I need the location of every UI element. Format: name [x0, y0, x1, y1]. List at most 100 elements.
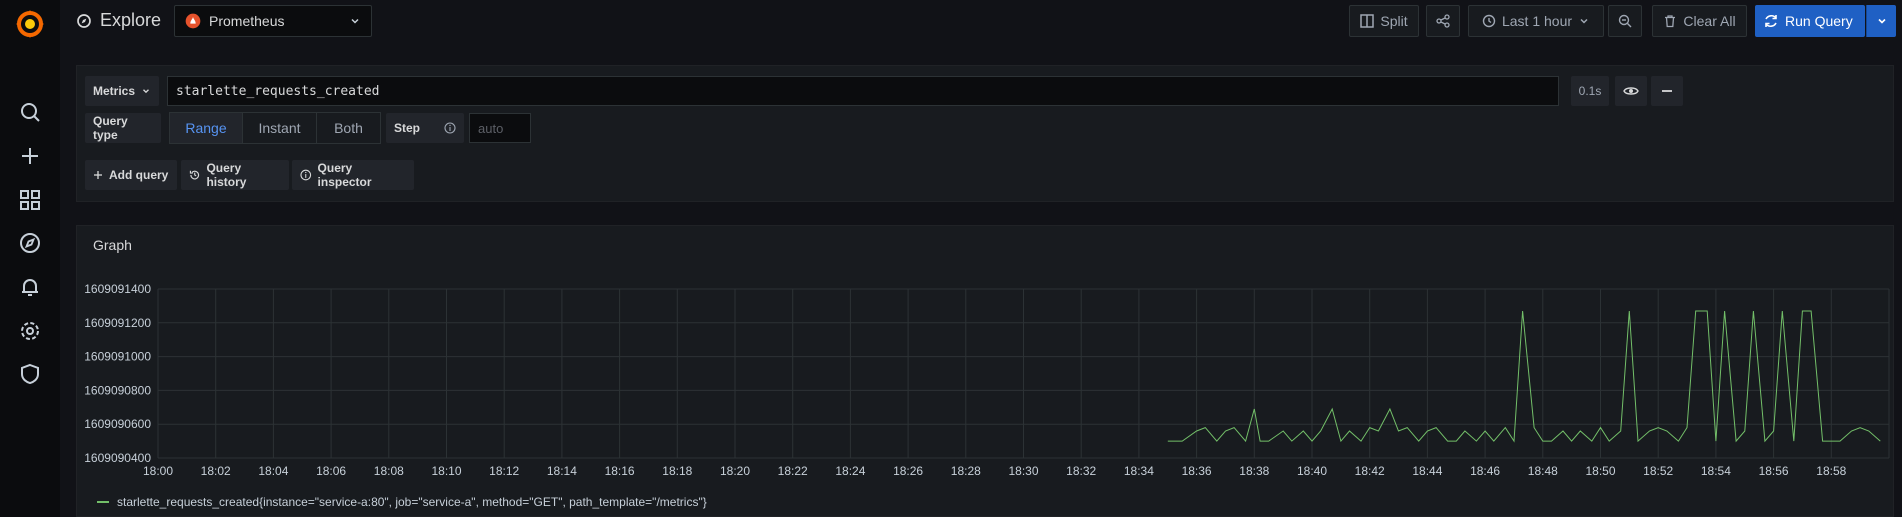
graph-legend[interactable]: starlette_requests_created{instance="ser… — [97, 495, 707, 509]
y-tick-label: 1609090600 — [84, 417, 151, 431]
info-icon — [300, 169, 312, 181]
toggle-query-visibility-button[interactable] — [1615, 76, 1647, 106]
y-tick-label: 1609091000 — [84, 350, 151, 364]
add-query-button[interactable]: Add query — [85, 160, 177, 190]
plus-icon — [94, 171, 102, 179]
x-tick-label: 18:06 — [316, 464, 346, 478]
x-tick-label: 18:34 — [1124, 464, 1154, 478]
add-query-label: Add query — [109, 168, 169, 182]
split-icon — [1360, 14, 1375, 28]
step-input[interactable]: auto — [469, 113, 531, 143]
query-type-range[interactable]: Range — [169, 112, 243, 144]
plus-icon[interactable] — [18, 144, 42, 168]
zoom-out-icon — [1618, 14, 1632, 28]
x-tick-label: 18:18 — [662, 464, 692, 478]
query-duration-text: 0.1s — [1578, 84, 1602, 98]
chevron-down-icon — [1877, 18, 1886, 24]
search-icon[interactable] — [18, 100, 42, 124]
history-icon — [189, 170, 200, 180]
alerting-icon[interactable] — [18, 275, 42, 299]
zoom-out-button[interactable] — [1608, 5, 1642, 37]
x-tick-label: 18:52 — [1643, 464, 1673, 478]
explore-icon[interactable] — [18, 231, 42, 255]
refresh-icon — [1765, 14, 1777, 28]
query-inspector-label: Query inspector — [317, 161, 372, 189]
explore-icon — [77, 13, 91, 28]
page-title: Explore — [76, 10, 161, 31]
x-tick-label: 18:24 — [835, 464, 865, 478]
y-tick-label: 1609091400 — [84, 282, 151, 296]
x-tick-label: 18:00 — [143, 464, 173, 478]
query-expression-text: starlette_requests_created — [176, 83, 380, 99]
x-tick-label: 18:32 — [1066, 464, 1096, 478]
query-type-both-label: Both — [334, 120, 363, 136]
query-type-instant-label: Instant — [258, 120, 301, 136]
x-tick-label: 18:50 — [1585, 464, 1615, 478]
prometheus-icon — [185, 13, 201, 29]
sidebar — [0, 0, 60, 517]
query-type-both[interactable]: Both — [316, 112, 381, 144]
dashboards-icon[interactable] — [18, 188, 42, 212]
x-tick-label: 18:12 — [489, 464, 519, 478]
grafana-logo-icon[interactable] — [14, 8, 46, 40]
settings-icon[interactable] — [18, 319, 42, 343]
query-duration: 0.1s — [1571, 76, 1609, 106]
clear-all-button[interactable]: Clear All — [1652, 5, 1747, 37]
query-type-label-text: Query type — [93, 114, 128, 142]
legend-swatch — [97, 501, 109, 503]
x-tick-label: 18:56 — [1759, 464, 1789, 478]
x-tick-label: 18:48 — [1528, 464, 1558, 478]
query-inspector-button[interactable]: Query inspector — [292, 160, 414, 190]
metrics-label: Metrics — [93, 84, 136, 98]
page-title-text: Explore — [100, 10, 162, 30]
x-tick-label: 18:36 — [1182, 464, 1212, 478]
graph-title: Graph — [93, 237, 132, 253]
query-type-label: Query type — [85, 113, 161, 143]
minus-icon — [1662, 90, 1672, 92]
legend-series-label: starlette_requests_created{instance="ser… — [117, 495, 707, 509]
x-tick-label: 18:14 — [547, 464, 577, 478]
time-series-chart[interactable]: 1609091400 1609091200 1609091000 1609090800… — [77, 226, 1893, 486]
step-placeholder: auto — [478, 120, 504, 136]
step-label-text: Step — [394, 121, 421, 135]
query-expression-input[interactable]: starlette_requests_created — [167, 76, 1559, 106]
run-query-label: Run Query — [1785, 13, 1853, 29]
share-icon — [1436, 14, 1450, 28]
query-history-button[interactable]: Query history — [181, 160, 289, 190]
x-tick-label: 18:40 — [1297, 464, 1327, 478]
explore-toolbar: Explore Prometheus Split Last 1 hour Cle… — [60, 0, 1902, 44]
remove-query-button[interactable] — [1651, 76, 1683, 106]
chevron-down-icon — [1580, 18, 1588, 24]
clock-icon — [1482, 14, 1496, 28]
x-tick-label: 18:38 — [1239, 464, 1269, 478]
clear-all-label: Clear All — [1683, 13, 1736, 29]
x-tick-label: 18:10 — [431, 464, 461, 478]
datasource-picker[interactable]: Prometheus — [174, 5, 372, 37]
query-history-label: Query history — [206, 161, 247, 189]
run-query-button[interactable]: Run Query — [1755, 5, 1865, 37]
x-tick-label: 18:46 — [1470, 464, 1500, 478]
x-tick-label: 18:04 — [258, 464, 288, 478]
query-editor-row: Metrics starlette_requests_created 0.1s … — [76, 65, 1894, 202]
x-tick-label: 18:08 — [374, 464, 404, 478]
split-button[interactable]: Split — [1349, 5, 1419, 37]
time-range-label: Last 1 hour — [1501, 13, 1573, 29]
run-query-options-button[interactable] — [1866, 5, 1896, 37]
chevron-down-icon — [143, 89, 149, 94]
x-tick-label: 18:20 — [720, 464, 750, 478]
chevron-down-icon — [351, 18, 359, 24]
y-tick-label: 1609090800 — [84, 383, 151, 397]
query-type-range-label: Range — [185, 120, 227, 136]
shield-icon[interactable] — [18, 362, 42, 386]
x-tick-label: 18:28 — [951, 464, 981, 478]
graph-panel: Graph 1609091400 1609091200 1609091000 1609… — [76, 225, 1894, 517]
x-tick-label: 18:42 — [1355, 464, 1385, 478]
x-tick-label: 18:54 — [1701, 464, 1731, 478]
metrics-browser-button[interactable]: Metrics — [85, 76, 159, 106]
x-tick-label: 18:02 — [201, 464, 231, 478]
info-icon[interactable] — [444, 122, 456, 134]
time-range-picker[interactable]: Last 1 hour — [1468, 5, 1604, 37]
share-button[interactable] — [1426, 5, 1460, 37]
query-type-instant[interactable]: Instant — [242, 112, 317, 144]
step-label: Step — [386, 113, 464, 143]
